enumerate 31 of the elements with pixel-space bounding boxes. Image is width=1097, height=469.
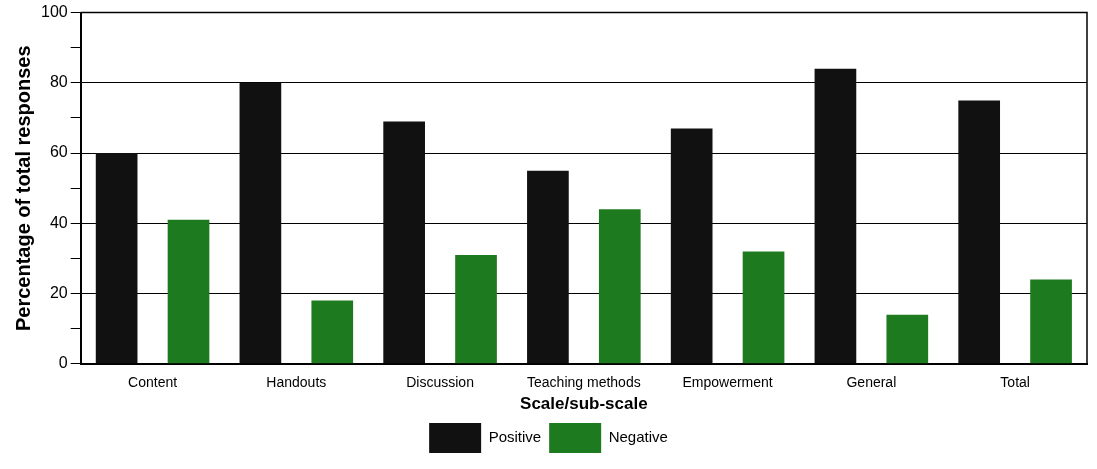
- y-tick-label: 40: [49, 213, 68, 231]
- bar: [239, 82, 282, 364]
- bar: [670, 128, 713, 364]
- bar: [527, 170, 569, 364]
- bar: [742, 251, 785, 364]
- bar: [814, 68, 857, 364]
- x-tick-label: Discussion: [406, 374, 474, 391]
- bar: [598, 209, 641, 364]
- legend-label: Negative: [608, 428, 668, 446]
- bar: [886, 314, 929, 364]
- legend-label: Positive: [488, 428, 542, 446]
- y-tick-label: 20: [49, 283, 68, 301]
- bar: [455, 254, 497, 364]
- y-tick-label: 80: [49, 73, 68, 91]
- bar: [1030, 279, 1072, 364]
- y-tick-label: 60: [49, 143, 68, 161]
- x-tick-label: Total: [1000, 374, 1030, 391]
- x-tick-label: Handouts: [266, 374, 327, 391]
- x-tick-label: Content: [128, 374, 178, 391]
- x-axis-title: Scale/sub-scale: [520, 394, 648, 414]
- bar: [383, 121, 425, 364]
- y-tick-label: 0: [58, 354, 68, 372]
- bar: [311, 300, 354, 364]
- y-tick-label: 100: [40, 3, 68, 21]
- bar: [95, 153, 138, 364]
- x-tick-label: Teaching methods: [527, 374, 641, 391]
- y-axis-title: Percentage of total responses: [11, 45, 34, 332]
- bar: [958, 100, 1001, 364]
- x-tick-label: General: [846, 374, 897, 391]
- x-tick-label: Empowerment: [682, 374, 773, 391]
- bar: [167, 219, 210, 364]
